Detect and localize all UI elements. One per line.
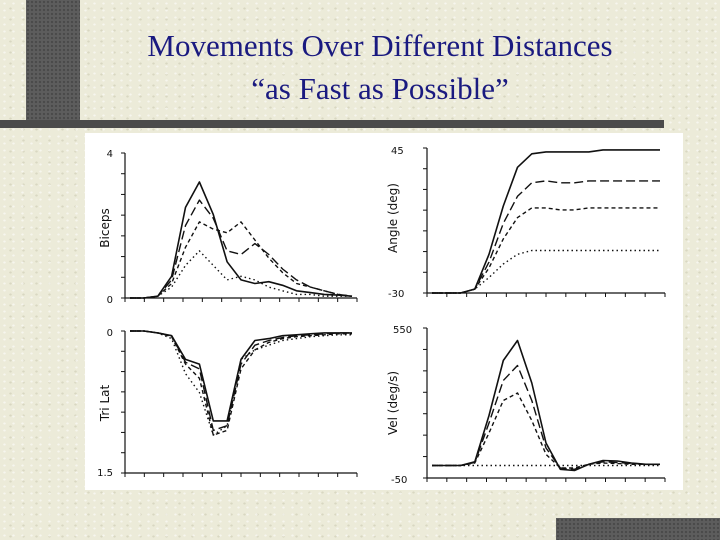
trilat-plot: [121, 330, 358, 477]
trilat-series-long-dash: [130, 330, 352, 432]
trilat-axes: [124, 331, 357, 474]
biceps-ylabel: Biceps: [98, 208, 112, 247]
angle-ytick-top: 45: [391, 146, 404, 157]
trilat-series-dotted: [130, 330, 352, 436]
panel-velocity: Vel (deg/s) 550 -50: [386, 325, 412, 486]
angle-series-dotted: [432, 249, 660, 294]
panel-angle: Angle (deg) 45 -30: [386, 146, 404, 300]
angle-series-long-dash: [432, 180, 660, 294]
panel-trilat: Tri Lat 0 1.5: [97, 328, 113, 479]
vel-ytick-top: 550: [393, 325, 412, 336]
vel-ylabel: Vel (deg/s): [386, 371, 400, 435]
biceps-series-long-dash: [130, 199, 353, 299]
angle-series-solid: [432, 149, 660, 294]
biceps-series-dotted: [130, 250, 352, 299]
slide-title-line-1: Movements Over Different Distances: [147, 28, 613, 63]
vel-ytick-bottom: -50: [391, 475, 407, 486]
angle-series-short-dash: [432, 207, 660, 294]
trilat-ylabel: Tri Lat: [98, 385, 112, 423]
angle-ylabel: Angle (deg): [386, 183, 400, 253]
biceps-ytick-top: 4: [107, 149, 113, 160]
angle-plot: [423, 147, 666, 297]
biceps-plot: [121, 152, 358, 302]
vel-series-short-dash: [432, 392, 660, 469]
trilat-series-short-dash: [130, 330, 352, 436]
emg-figure-svg: Biceps 4 0 Angle (deg) 45 -30 Tri Lat 0 …: [97, 146, 666, 486]
biceps-ytick-bottom: 0: [107, 295, 113, 306]
biceps-series-solid: [130, 181, 353, 299]
trilat-ytick-top: 0: [107, 328, 113, 339]
trilat-ytick-bottom: 1.5: [97, 468, 113, 479]
decorative-divider-line: [0, 120, 664, 128]
vel-axes: [426, 328, 665, 479]
angle-ytick-bottom: -30: [388, 289, 404, 300]
vel-plot: [423, 327, 666, 482]
angle-axes: [426, 148, 665, 294]
emg-figure: Biceps 4 0 Angle (deg) 45 -30 Tri Lat 0 …: [85, 133, 683, 490]
vel-series-solid: [432, 339, 660, 472]
biceps-series-short-dash: [130, 221, 353, 299]
slide-title: Movements Over Different Distances “as F…: [80, 24, 680, 110]
slide-title-line-2: “as Fast as Possible”: [251, 71, 509, 106]
decorative-bottom-bar: [556, 518, 720, 540]
trilat-series-solid: [130, 330, 352, 422]
decorative-left-bar: [26, 0, 80, 128]
panel-biceps: Biceps 4 0: [98, 149, 113, 306]
vel-series-long-dash: [432, 364, 660, 470]
